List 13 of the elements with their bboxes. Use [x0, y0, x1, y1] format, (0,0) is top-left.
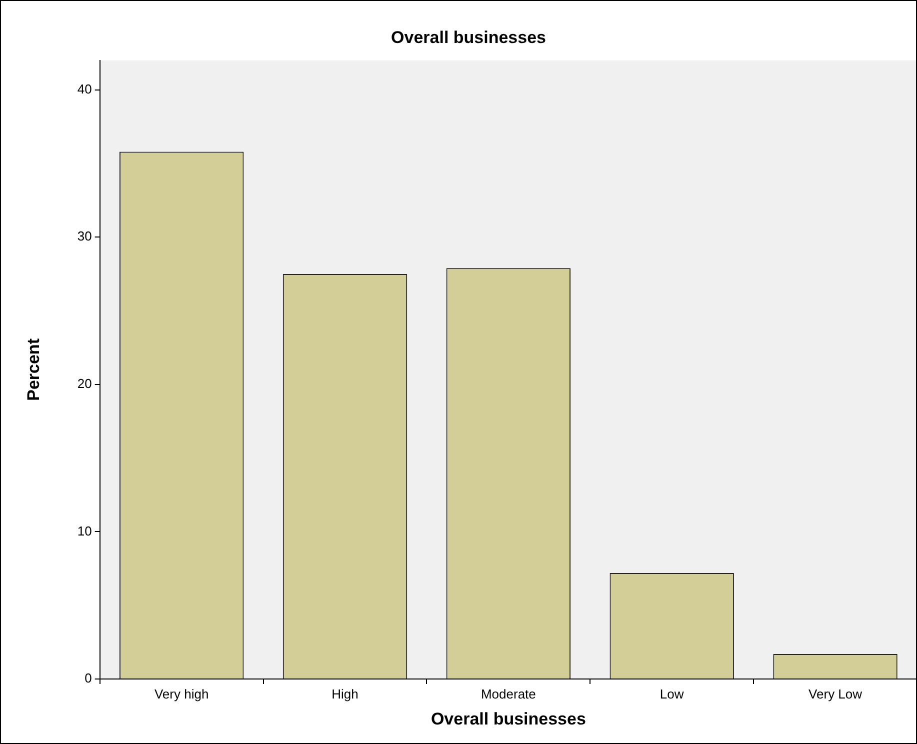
y-tick-label: 20 — [77, 376, 92, 392]
x-axis-title: Overall businesses — [430, 709, 586, 728]
x-tick-label: Moderate — [480, 686, 536, 702]
x-tick-label: Low — [660, 686, 684, 702]
x-tick-label: High — [332, 686, 358, 702]
chart-title: Overall businesses — [391, 28, 546, 47]
y-tick-label: 0 — [84, 670, 92, 686]
y-tick-label: 30 — [77, 228, 92, 244]
y-tick-label: 40 — [77, 81, 92, 96]
x-tick-label: Very Low — [808, 686, 863, 702]
y-tick-label: 10 — [77, 523, 92, 538]
y-axis-title: Percent — [24, 338, 43, 401]
x-tick-label: Very high — [154, 686, 209, 702]
